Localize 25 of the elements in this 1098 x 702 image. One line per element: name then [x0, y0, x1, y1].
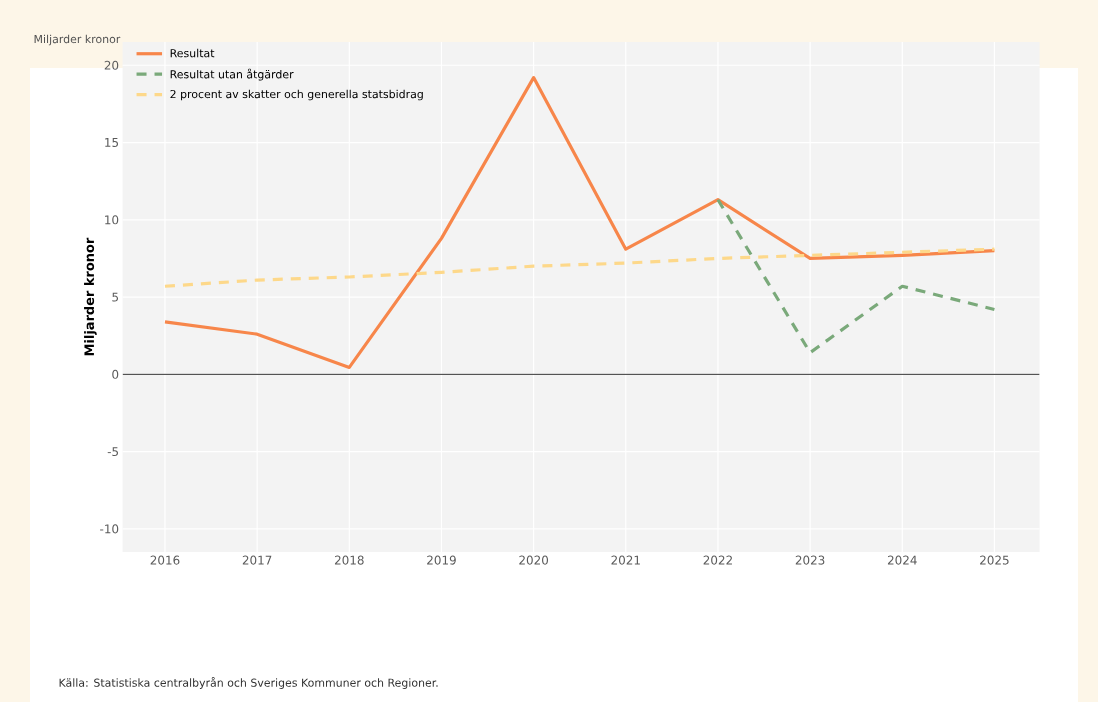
y-tick-label: -10	[100, 524, 119, 534]
x-tick-label: 2021	[611, 555, 640, 565]
legend-label: Resultat	[170, 48, 215, 58]
x-tick-label: 2016	[150, 555, 180, 565]
x-tick-label: 2025	[980, 555, 1009, 565]
y-tick-label: 15	[105, 138, 119, 147]
x-tick-label: 2018	[334, 555, 364, 565]
y-tick-label: -5	[107, 447, 119, 457]
line-series	[716, 198, 997, 355]
line-series	[163, 247, 997, 288]
x-tick-label: 2024	[887, 555, 917, 565]
x-tick-label: 2023	[795, 555, 825, 565]
x-tick-label: 2019	[427, 555, 456, 565]
x-tick-label: 2017	[242, 555, 272, 565]
y-tick-label: 20	[104, 60, 119, 70]
y-tick-label: 10	[105, 215, 119, 225]
y-axis-title: Miljarder kronor	[84, 237, 97, 356]
legend-label: 2 procent av skatter och generella statsbidrag	[170, 89, 423, 101]
text: Källa: Statistiska centralbyrån och Sveriges Kommuner och Regioner.	[59, 677, 438, 689]
y-tick-label: 5	[112, 292, 119, 302]
x-tick-label: 2020	[519, 555, 549, 565]
x-tick-label: 2022	[703, 555, 732, 565]
y-tick-label: 0	[112, 369, 119, 379]
legend-label: Resultat utan åtgärder	[170, 68, 294, 81]
chart-title: Miljarder kronor	[34, 34, 121, 46]
